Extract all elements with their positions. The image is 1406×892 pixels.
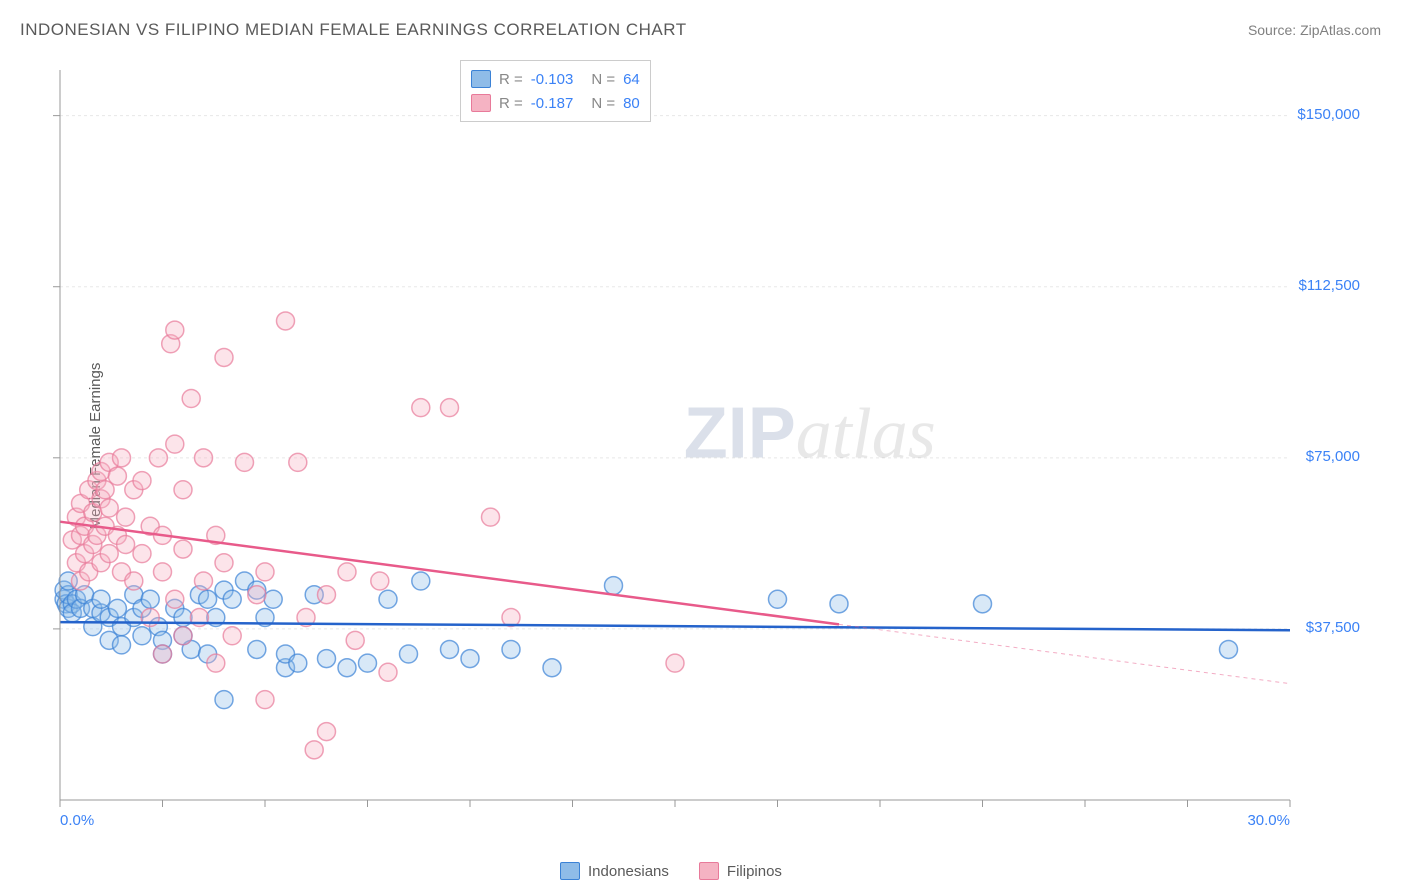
legend-item: Indonesians — [560, 862, 669, 880]
stat-n-label: N = — [591, 95, 615, 112]
legend-label: Filipinos — [727, 863, 782, 880]
x-tick-label: 30.0% — [1240, 812, 1290, 829]
stat-r-value: -0.103 — [531, 71, 574, 88]
stat-r-label: R = — [499, 95, 523, 112]
page-title: INDONESIAN VS FILIPINO MEDIAN FEMALE EAR… — [20, 20, 687, 40]
y-tick-label: $112,500 — [1299, 277, 1360, 294]
stats-row: R = -0.103 N = 64 — [471, 67, 640, 91]
legend-swatch — [471, 70, 491, 88]
stats-row: R = -0.187 N = 80 — [471, 91, 640, 115]
legend-swatch — [699, 862, 719, 880]
stat-r-value: -0.187 — [531, 95, 574, 112]
stat-n-value: 64 — [623, 71, 640, 88]
x-tick-label: 0.0% — [60, 812, 94, 829]
stats-legend: R = -0.103 N = 64 R = -0.187 N = 80 — [460, 60, 651, 122]
y-tick-label: $150,000 — [1297, 106, 1360, 123]
y-tick-label: $37,500 — [1306, 619, 1360, 636]
stat-r-label: R = — [499, 71, 523, 88]
scatter-chart — [50, 60, 1360, 840]
stat-n-label: N = — [591, 71, 615, 88]
legend-swatch — [560, 862, 580, 880]
legend-swatch — [471, 94, 491, 112]
y-tick-label: $75,000 — [1306, 448, 1360, 465]
stat-n-value: 80 — [623, 95, 640, 112]
plot-area: ZIPatlas $37,500$75,000$112,500$150,0000… — [50, 60, 1360, 840]
source-label: Source: ZipAtlas.com — [1248, 22, 1381, 38]
legend-item: Filipinos — [699, 862, 782, 880]
series-legend: Indonesians Filipinos — [560, 862, 782, 880]
legend-label: Indonesians — [588, 863, 669, 880]
